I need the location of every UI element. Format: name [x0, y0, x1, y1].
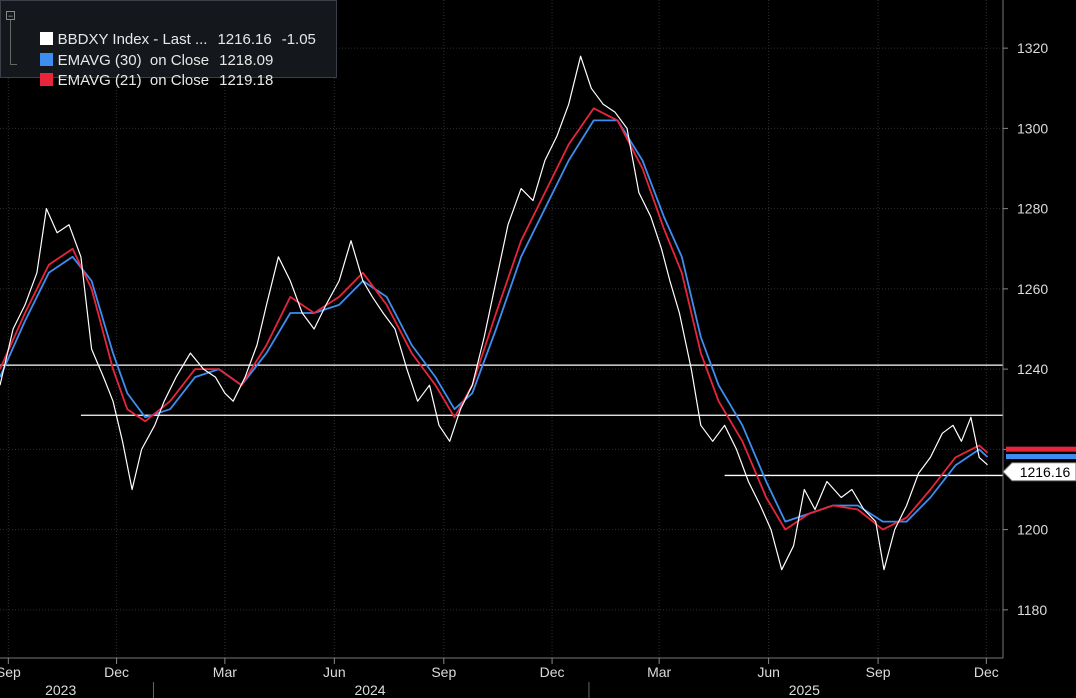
collapse-icon[interactable]: −	[6, 11, 15, 21]
x-tick-label: Dec	[974, 664, 999, 680]
price-last-box	[1002, 462, 1076, 482]
x-tick-label: Jun	[323, 664, 346, 680]
legend-name: EMAVG (21) on Close	[57, 72, 210, 89]
x-tick-label: Sep	[0, 664, 21, 680]
legend-item-ema21[interactable]: EMAVG (21) on Close 1219.18	[23, 51, 273, 89]
x-tick-label: Jun	[757, 664, 780, 680]
legend: − BBDXY Index - Last ... 1216.16 -1.05 EMA…	[0, 0, 337, 89]
x-tick-label: Dec	[104, 664, 129, 680]
x-year-label: 2023	[45, 682, 76, 698]
ema21-line	[0, 107, 989, 531]
ema30-last-marker	[1006, 454, 1076, 460]
legend-name: BBDXY Index - Last ...	[57, 31, 208, 48]
ema21-last-marker	[1006, 446, 1076, 452]
swatch-ema21	[39, 73, 53, 86]
y-tick-label: 1280	[1017, 201, 1048, 217]
price-line	[0, 55, 988, 571]
x-tick-label: Sep	[866, 664, 891, 680]
series	[0, 55, 989, 571]
legend-item-ema30[interactable]: EMAVG (30) on Close 1218.09	[23, 31, 273, 69]
swatch-ema30	[39, 53, 53, 66]
legend-change: -1.05	[281, 31, 316, 48]
x-tick-label: Mar	[647, 664, 671, 680]
legend-name: EMAVG (30) on Close	[57, 52, 210, 69]
x-year-label: 2024	[354, 682, 385, 698]
legend-value: 1219.18	[219, 72, 274, 89]
support-lines	[0, 364, 1003, 477]
price-last-label: 1216.16	[1020, 464, 1071, 480]
legend-item-price[interactable]: BBDXY Index - Last ... 1216.16 -1.05	[23, 10, 316, 48]
legend-value: 1216.16	[217, 31, 272, 48]
x-tick-label: Mar	[213, 664, 237, 680]
swatch-price	[39, 32, 53, 45]
grid	[0, 0, 1003, 658]
x-tick-label: Dec	[540, 664, 565, 680]
y-tick-label: 1260	[1017, 281, 1048, 297]
y-tick-label: 1320	[1017, 40, 1048, 56]
y-tick-label: 1240	[1017, 361, 1048, 377]
x-year-label: 2025	[789, 682, 820, 698]
y-tick-label: 1200	[1017, 522, 1048, 538]
x-tick-label: Sep	[431, 664, 456, 680]
y-tick-label: 1180	[1017, 602, 1047, 618]
y-tick-label: 1300	[1017, 120, 1048, 136]
tree-line	[10, 20, 17, 65]
legend-value: 1218.09	[219, 52, 274, 69]
